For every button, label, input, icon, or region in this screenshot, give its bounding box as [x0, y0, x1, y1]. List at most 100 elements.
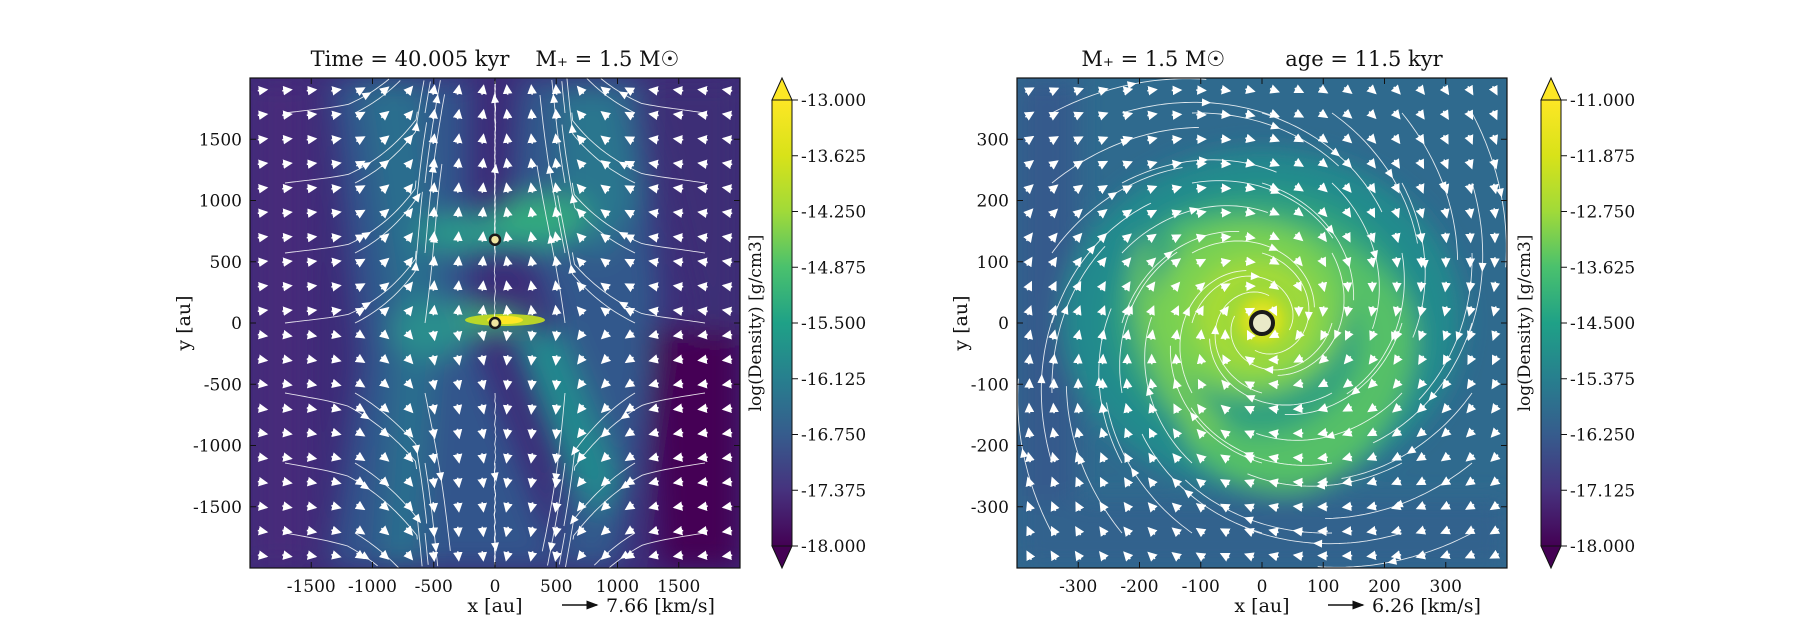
- velocity-arrow: [1366, 525, 1377, 536]
- velocity-arrow: [477, 108, 487, 120]
- velocity-arrow: [1440, 232, 1451, 244]
- streamline-arrowhead: [1350, 386, 1361, 396]
- velocity-arrow: [379, 110, 390, 121]
- velocity-arrow: [697, 110, 708, 121]
- velocity-arrow: [477, 551, 488, 562]
- velocity-arrow: [577, 329, 587, 341]
- velocity-arrow: [648, 184, 659, 194]
- velocity-arrow: [1489, 525, 1501, 535]
- colorbar-tick-label: -14.250: [801, 203, 866, 223]
- velocity-arrow: [1072, 184, 1084, 195]
- velocity-arrow: [306, 427, 318, 438]
- velocity-arrow: [1146, 329, 1156, 340]
- velocity-arrow: [721, 110, 733, 121]
- velocity-arrow: [403, 159, 414, 170]
- streamline: [1119, 251, 1178, 394]
- velocity-arrow: [552, 231, 562, 242]
- streamline: [1284, 322, 1403, 416]
- velocity-arrow: [1491, 330, 1501, 341]
- velocity-arrow: [648, 257, 659, 268]
- streamline-arrowhead: [1201, 98, 1211, 107]
- streamline: [1261, 182, 1355, 301]
- velocity-arrow: [1171, 134, 1183, 145]
- velocity-arrow: [1245, 256, 1256, 267]
- velocity-arrow: [502, 108, 513, 120]
- velocity-arrow: [1145, 305, 1155, 316]
- velocity-arrow: [378, 184, 390, 195]
- velocity-arrow: [1442, 330, 1452, 341]
- velocity-arrow: [672, 378, 684, 389]
- x-tick-label: 500: [540, 577, 572, 597]
- velocity-arrow: [1367, 402, 1378, 413]
- streamline-arrowhead: [361, 161, 372, 170]
- streamline-arrowhead: [1313, 539, 1323, 548]
- velocity-arrow: [1341, 182, 1352, 193]
- velocity-arrow: [1073, 353, 1083, 365]
- velocity-arrow: [576, 208, 587, 219]
- velocity-arrow: [1292, 403, 1304, 414]
- velocity-arrow: [403, 476, 414, 487]
- streamline: [284, 392, 418, 470]
- velocity-arrow: [624, 160, 636, 170]
- velocity-arrow: [282, 476, 293, 487]
- velocity-arrow: [453, 551, 463, 562]
- velocity-arrow: [503, 182, 513, 193]
- velocity-arrow: [306, 378, 318, 389]
- y-tick-label: 200: [977, 192, 1009, 212]
- velocity-arrow: [624, 451, 636, 462]
- velocity-arrow: [257, 403, 269, 413]
- streamline-arrowhead: [618, 231, 629, 240]
- velocity-arrow: [1244, 307, 1256, 317]
- velocity-arrow: [331, 184, 342, 194]
- velocity-arrow: [306, 452, 318, 462]
- streamline-arrowhead: [568, 123, 577, 134]
- velocity-arrow: [1317, 427, 1328, 438]
- velocity-arrow: [721, 135, 733, 145]
- velocity-arrow: [1342, 84, 1353, 94]
- velocity-arrow: [600, 500, 612, 511]
- streamline-arrowhead: [1126, 81, 1137, 90]
- velocity-arrow: [648, 233, 659, 243]
- velocity-arrow: [1072, 256, 1082, 268]
- streamline-arrowhead: [1183, 489, 1194, 499]
- streamline-arrowhead: [546, 164, 555, 175]
- velocity-arrow: [576, 452, 587, 463]
- velocity-arrow: [1075, 501, 1085, 513]
- streamline: [1169, 345, 1263, 464]
- velocity-arrow: [354, 160, 366, 170]
- streamline: [1256, 392, 1403, 441]
- velocity-arrow: [306, 134, 318, 145]
- velocity-key-right: 6.26 [km/s]: [1328, 595, 1481, 617]
- velocity-arrow: [1439, 109, 1449, 120]
- velocity-arrow: [1269, 157, 1280, 167]
- velocity-arrow: [600, 378, 612, 389]
- velocity-arrow: [1390, 207, 1400, 219]
- colorbar-tick-label: -16.750: [801, 426, 866, 446]
- streamline-arrowhead: [1182, 306, 1190, 317]
- streamline: [1190, 407, 1333, 466]
- streamline: [284, 78, 390, 114]
- velocity-arrow: [1390, 550, 1402, 560]
- streamline-arrowhead: [1495, 187, 1504, 198]
- velocity-arrow: [648, 86, 659, 96]
- velocity-arrow: [257, 452, 269, 462]
- velocity-arrow: [1489, 476, 1501, 487]
- streamline: [1098, 308, 1123, 464]
- velocity-arrow: [1489, 159, 1499, 170]
- velocity-arrow: [1244, 356, 1256, 366]
- velocity-arrow: [552, 255, 562, 267]
- sink-particle: [488, 316, 502, 330]
- velocity-arrow: [428, 280, 439, 291]
- velocity-arrow: [648, 159, 659, 170]
- velocity-arrow: [428, 453, 438, 464]
- velocity-arrow: [1123, 551, 1134, 562]
- streamline-arrowhead: [1245, 395, 1256, 403]
- streamline-arrowhead: [1455, 331, 1464, 342]
- velocity-arrow: [503, 551, 513, 562]
- streamline: [1051, 167, 1183, 254]
- streamline: [1121, 159, 1277, 184]
- streamline-arrowhead: [569, 193, 578, 204]
- velocity-arrow: [648, 403, 659, 413]
- velocity-arrow: [1073, 111, 1084, 121]
- velocity-arrow: [1074, 550, 1085, 562]
